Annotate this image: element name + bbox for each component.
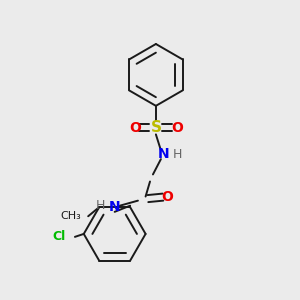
Text: S: S <box>150 120 161 135</box>
Text: CH₃: CH₃ <box>60 211 81 221</box>
Text: O: O <box>162 190 174 204</box>
Text: N: N <box>109 200 121 214</box>
Text: Cl: Cl <box>53 230 66 243</box>
Text: N: N <box>158 147 169 161</box>
Text: H: H <box>95 200 105 212</box>
Text: O: O <box>129 121 141 135</box>
Text: H: H <box>173 148 182 161</box>
Text: O: O <box>171 121 183 135</box>
